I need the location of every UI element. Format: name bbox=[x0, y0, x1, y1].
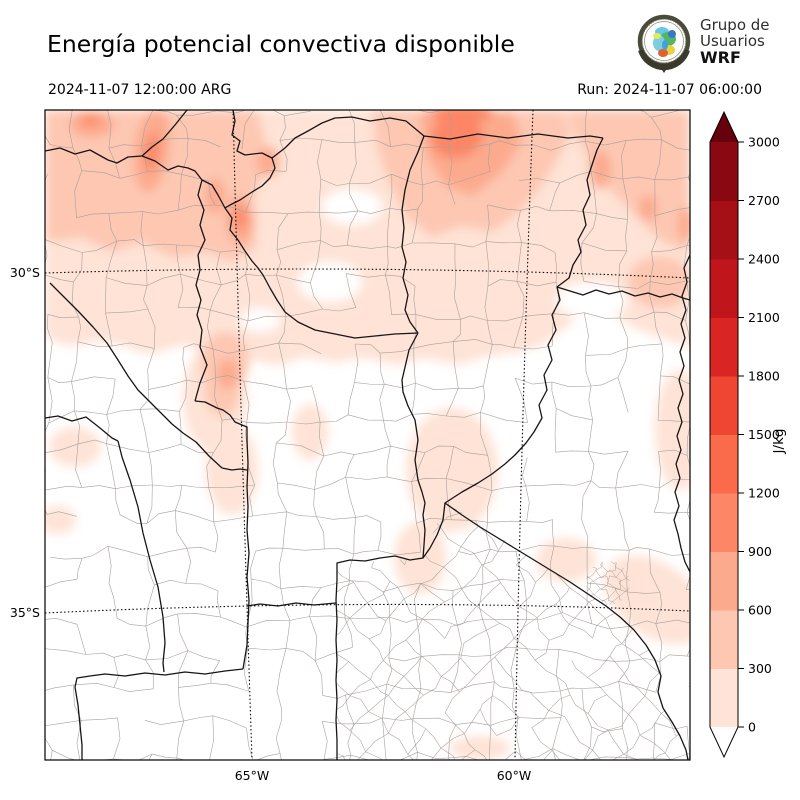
logo-text-wrf: WRF bbox=[700, 48, 741, 67]
colorbar-tick-label: 1800 bbox=[748, 369, 780, 384]
map-frame bbox=[44, 109, 691, 761]
colorbar-unit-label: J/kg bbox=[771, 429, 787, 455]
colorbar-segment bbox=[710, 376, 738, 435]
colorbar-tick-label: 0 bbox=[748, 720, 756, 735]
graticule-gridlines bbox=[45, 110, 690, 760]
lat-tick-label-35s: 35°S bbox=[10, 605, 40, 620]
colorbar-tick-label: 3000 bbox=[748, 135, 780, 150]
colorbar: 0 300 600 900 1200 1500 1800 2100 2400 2700 3000 J/… bbox=[709, 110, 787, 759]
colorbar-segment bbox=[710, 668, 738, 728]
lat-tick-label-30s: 30°S bbox=[10, 265, 40, 280]
colorbar-segment bbox=[710, 317, 738, 377]
valid-time-label: 2024-11-07 12:00:00 ARG bbox=[48, 82, 232, 98]
colorbar-tick-label: 900 bbox=[748, 544, 772, 559]
colorbar-tick-label: 2100 bbox=[748, 310, 780, 325]
colorbar-tick-label: 1500 bbox=[748, 427, 780, 442]
colorbar-segment bbox=[710, 200, 738, 260]
colorbar-segment bbox=[710, 493, 738, 552]
globe-emblem-icon bbox=[637, 14, 691, 73]
lon-tick-label-65w: 65°W bbox=[235, 768, 270, 783]
colorbar-segment bbox=[710, 551, 738, 611]
page-title: Energía potencial convectiva disponible bbox=[47, 30, 515, 58]
run-time-label: Run: 2024-11-07 06:00:00 bbox=[577, 82, 762, 98]
colorbar-tick-label: 1200 bbox=[748, 486, 780, 501]
colorbar-segment bbox=[710, 610, 738, 669]
logo-text-line1: Grupo de bbox=[700, 16, 770, 34]
logo-text-line2: Usuarios bbox=[700, 32, 765, 50]
colorbar-under-arrow bbox=[710, 727, 738, 757]
province-boundaries bbox=[45, 110, 690, 760]
colorbar-segment bbox=[710, 142, 738, 201]
colorbar-tick-label: 2700 bbox=[748, 193, 780, 208]
wrf-users-group-logo: Grupo de Usuarios WRF bbox=[634, 10, 770, 74]
lon-tick-label-60w: 60°W bbox=[497, 768, 532, 783]
department-boundaries-mesh bbox=[45, 110, 690, 760]
colorbar-segment bbox=[710, 259, 738, 318]
colorbar-tick-label: 600 bbox=[748, 603, 772, 618]
colorbar-segment bbox=[710, 434, 738, 494]
colorbar-tick-label: 2400 bbox=[748, 252, 780, 267]
colorbar-tick-label: 300 bbox=[748, 661, 772, 676]
colorbar-over-arrow bbox=[710, 112, 738, 142]
